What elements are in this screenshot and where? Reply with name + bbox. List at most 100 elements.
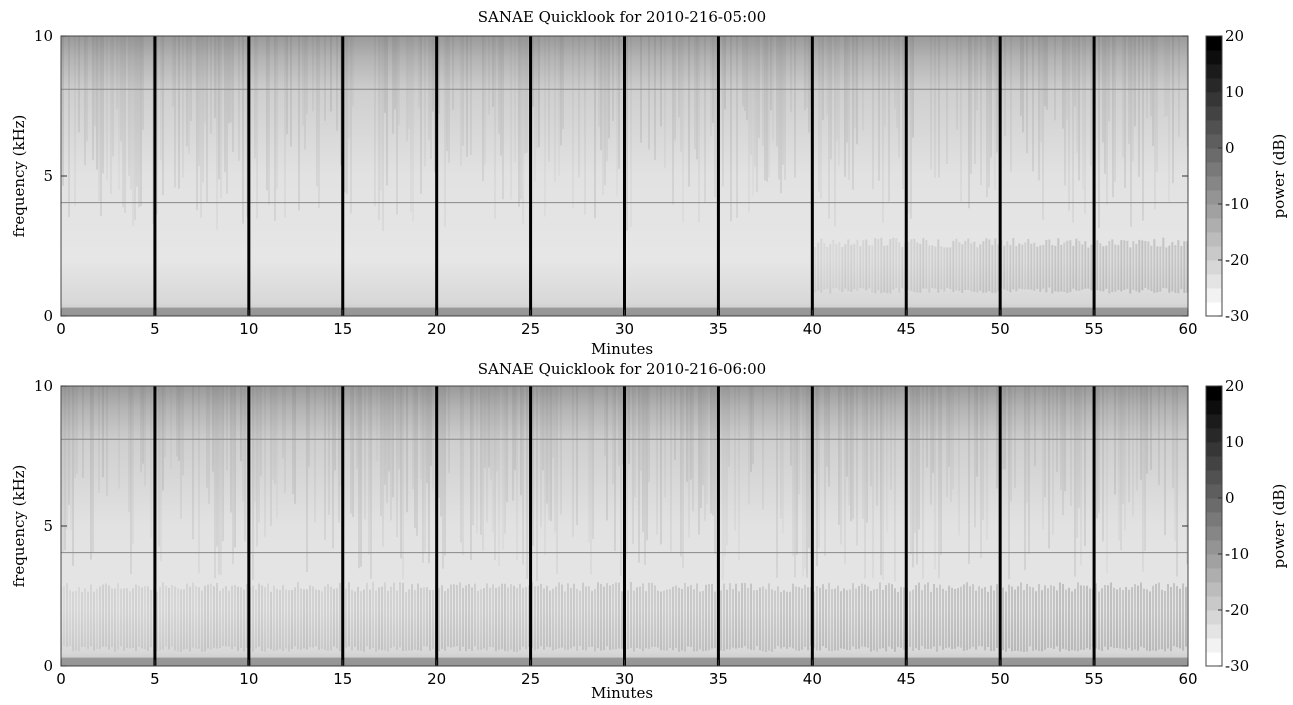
colorbar-level (1206, 204, 1222, 219)
minute-marker (435, 36, 439, 316)
colorbar-level (1206, 428, 1222, 443)
x-tick-label: 15 (333, 670, 352, 688)
x-tick-label: 5 (150, 670, 160, 688)
colorbar-level (1206, 470, 1222, 485)
minute-marker (623, 386, 626, 666)
colorbar-level (1206, 274, 1222, 289)
minute-marker (529, 36, 533, 316)
chart-title: SANAE Quicklook for 2010-216-05:00 (478, 8, 766, 26)
x-tick-label: 30 (615, 320, 634, 338)
x-tick-label: 30 (615, 670, 634, 688)
colorbar-level (1206, 652, 1222, 667)
minute-marker (623, 36, 626, 316)
x-axis-label: Minutes (591, 340, 653, 358)
minute-marker (716, 386, 720, 666)
y-tick-label: 0 (43, 657, 53, 675)
emission-band (811, 237, 1188, 294)
colorbar-level (1206, 498, 1222, 513)
colorbar-level (1206, 568, 1222, 583)
colorbar-tick-label: -10 (1225, 195, 1249, 213)
minute-marker (904, 36, 908, 316)
colorbar-level (1206, 50, 1222, 65)
colorbar-level (1206, 484, 1222, 499)
colorbar-level (1206, 554, 1222, 569)
minute-marker (435, 386, 439, 666)
colorbar-frame (1205, 35, 1223, 317)
chart-title: SANAE Quicklook for 2010-216-06:00 (478, 360, 766, 378)
colorbar-level (1206, 288, 1222, 303)
minute-marker (998, 386, 1002, 666)
minute-marker (998, 36, 1002, 316)
colorbar-level (1206, 134, 1222, 149)
x-tick-label: 60 (1178, 670, 1197, 688)
colorbar-level (1206, 78, 1222, 93)
colorbar: 20 10 0 -10 -20 -30 (1205, 377, 1249, 675)
colorbar-level (1206, 246, 1222, 261)
x-tick-label: 20 (427, 320, 446, 338)
y-tick-label: 0 (43, 307, 53, 325)
colorbar-level (1206, 106, 1222, 121)
x-tick-label: 55 (1085, 320, 1104, 338)
y-tick-label: 5 (43, 167, 53, 185)
minute-marker (247, 36, 251, 316)
spectrogram-panel-1: SANAE Quicklook for 2010-216-05:00 frequ… (10, 8, 1288, 358)
minute-marker (529, 386, 533, 666)
spectrogram-image (61, 386, 1188, 666)
x-tick-label: 45 (897, 670, 916, 688)
x-tick-label: 0 (56, 670, 66, 688)
x-tick-label: 60 (1178, 320, 1197, 338)
x-tick-label: 50 (991, 320, 1010, 338)
x-tick-label: 10 (239, 320, 258, 338)
x-tick-label: 55 (1085, 670, 1104, 688)
colorbar-level (1206, 302, 1222, 317)
y-axis-label: frequency (kHz) (10, 465, 28, 588)
x-tick-label: 15 (333, 320, 352, 338)
x-tick-label: 5 (150, 320, 160, 338)
colorbar-level (1206, 512, 1222, 527)
colorbar-tick-label: 0 (1225, 489, 1235, 507)
spectrogram-panel-2: SANAE Quicklook for 2010-216-06:00 frequ… (10, 360, 1288, 702)
y-tick-label: 10 (34, 27, 53, 45)
x-tick-label: 20 (427, 670, 446, 688)
y-axis-label: frequency (kHz) (10, 115, 28, 238)
minute-marker (153, 386, 157, 666)
colorbar-level (1206, 610, 1222, 625)
spectrogram-image (61, 36, 1188, 316)
minute-marker (247, 386, 251, 666)
colorbar-level (1206, 456, 1222, 471)
colorbar-level (1206, 582, 1222, 597)
minute-marker (810, 36, 814, 316)
x-tick-label: 35 (709, 320, 728, 338)
colorbar-frame (1205, 385, 1223, 667)
colorbar-label: power (dB) (1270, 134, 1288, 219)
colorbar-level (1206, 218, 1222, 233)
colorbar-level (1206, 596, 1222, 611)
colorbar-level (1206, 260, 1222, 275)
colorbar-tick-label: -20 (1225, 251, 1249, 269)
colorbar-tick-label: -20 (1225, 601, 1249, 619)
colorbar-tick-label: -10 (1225, 545, 1249, 563)
colorbar-level (1206, 190, 1222, 205)
colorbar-tick-label: 10 (1225, 433, 1244, 451)
colorbar-level (1206, 120, 1222, 135)
colorbar-level (1206, 624, 1222, 639)
minute-marker (716, 36, 720, 316)
x-axis-label: Minutes (591, 684, 653, 702)
colorbar-level (1206, 232, 1222, 247)
colorbar-level (1206, 64, 1222, 79)
x-tick-label: 40 (803, 670, 822, 688)
x-tick-label: 25 (521, 320, 540, 338)
x-tick-label: 35 (709, 670, 728, 688)
spectrogram-texture (61, 386, 1188, 582)
colorbar-level (1206, 162, 1222, 177)
colorbar-level (1206, 400, 1222, 415)
colorbar-level (1206, 638, 1222, 653)
colorbar-level (1206, 176, 1222, 191)
minute-marker (153, 36, 157, 316)
colorbar: 20 10 0 -10 -20 -30 (1205, 27, 1249, 325)
x-tick-label: 10 (239, 670, 258, 688)
colorbar-level (1206, 386, 1222, 401)
x-tick-label: 40 (803, 320, 822, 338)
minute-marker (810, 386, 814, 666)
